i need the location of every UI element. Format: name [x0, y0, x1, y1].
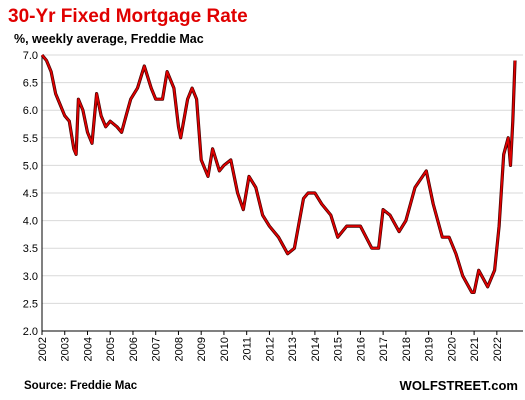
y-tick-label: 6.0 [23, 105, 38, 117]
y-tick-label: 3.5 [23, 243, 38, 255]
line-shadow [40, 53, 517, 294]
x-tick-label: 2007 [151, 337, 163, 361]
x-tick-label: 2010 [219, 337, 231, 361]
x-tick-label: 2006 [128, 337, 140, 361]
line [41, 54, 516, 294]
brand: WOLFSTREET.com [400, 378, 518, 393]
x-tick-label: 2011 [242, 337, 254, 361]
y-tick-label: 4.5 [23, 188, 38, 200]
x-tick-label: 2003 [60, 337, 72, 361]
x-tick-label: 2022 [492, 337, 504, 361]
x-tick-label: 2016 [355, 337, 367, 361]
y-tick-label: 5.5 [23, 133, 38, 145]
x-tick-label: 2009 [196, 337, 208, 361]
x-tick-label: 2012 [264, 337, 276, 361]
y-tick-label: 3.0 [23, 271, 38, 283]
x-tick-label: 2005 [105, 337, 117, 361]
x-tick-label: 2013 [287, 337, 299, 361]
y-tick-label: 6.5 [23, 78, 38, 90]
x-tick-label: 2002 [37, 337, 49, 361]
source: Source: Freddie Mac [24, 380, 138, 392]
chart-subtitle: %, weekly average, Freddie Mac [14, 32, 204, 46]
y-tick-label: 4.0 [23, 216, 38, 228]
x-tick-label: 2021 [469, 337, 481, 361]
x-tick-label: 2015 [333, 337, 345, 361]
x-tick-label: 2018 [401, 337, 413, 361]
chart-title: 30-Yr Fixed Mortgage Rate [8, 6, 248, 27]
x-tick-label: 2008 [173, 337, 185, 361]
x-tick-label: 2014 [310, 337, 322, 361]
y-tick-label: 5.0 [23, 160, 38, 172]
y-tick-label: 2.5 [23, 298, 38, 310]
y-tick-label: 7.0 [23, 50, 38, 62]
x-tick-label: 2019 [424, 337, 436, 361]
y-tick-label: 2.0 [23, 326, 38, 338]
x-tick-label: 2020 [446, 337, 458, 361]
x-tick-label: 2004 [82, 337, 94, 361]
x-tick-label: 2017 [378, 337, 390, 361]
